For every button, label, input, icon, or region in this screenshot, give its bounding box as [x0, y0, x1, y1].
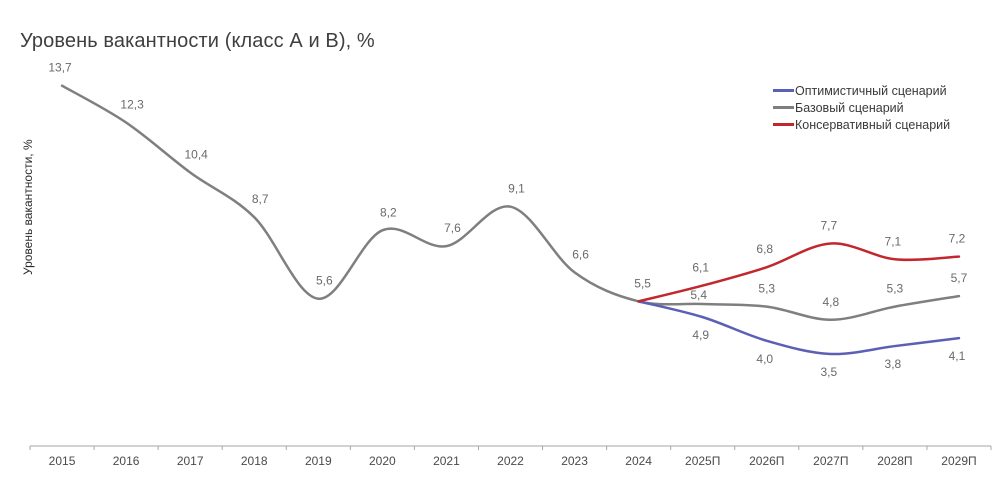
x-tick-label: 2018 — [241, 454, 268, 468]
chart-title: Уровень вакантности (класс А и В), % — [20, 30, 375, 52]
data-label-base: 8,7 — [252, 192, 269, 206]
data-label-conservative: 6,1 — [692, 261, 709, 275]
series-line-optimistic — [637, 300, 961, 356]
legend-item-conservative: Консервативный сценарий — [773, 116, 950, 133]
x-tick-label: 2026П — [749, 454, 784, 468]
data-label-base: 5,4 — [690, 288, 707, 302]
data-label-base: 9,1 — [508, 182, 525, 196]
data-label-base: 7,6 — [444, 221, 461, 235]
data-label-optimistic: 4,0 — [756, 352, 773, 366]
x-tick-label: 2024 — [625, 454, 652, 468]
data-label-optimistic: 4,1 — [949, 349, 966, 363]
x-tick-label: 2023 — [561, 454, 588, 468]
data-label-base: 5,3 — [758, 282, 775, 296]
x-tick-label: 2025П — [685, 454, 720, 468]
series-line-conservative — [637, 242, 961, 303]
data-label-optimistic: 3,8 — [885, 357, 902, 371]
data-label-base: 5,5 — [634, 276, 651, 290]
data-label-optimistic: 4,9 — [692, 328, 709, 342]
legend-label-optimistic: Оптимистичный сценарий — [795, 83, 947, 98]
data-labels: 4,9 4,0 3,5 3,8 4,1 13,7 12,3 10,4 8,7 5,6 8,2 7,6 9… — [48, 61, 967, 379]
data-label-conservative: 6,8 — [756, 242, 773, 256]
legend-swatch-base — [773, 106, 794, 109]
x-tick-label: 2021 — [433, 454, 460, 468]
data-label-conservative: 7,7 — [820, 218, 837, 232]
data-label-conservative: 7,1 — [885, 234, 902, 248]
series-line-base — [60, 84, 961, 322]
x-tick-label: 2020 — [369, 454, 396, 468]
x-tick-label: 2029П — [941, 454, 976, 468]
x-tick-label: 2016 — [113, 454, 140, 468]
legend-label-base: Базовый сценарий — [795, 100, 904, 115]
legend-item-base: Базовый сценарий — [773, 99, 950, 116]
data-label-base: 4,8 — [822, 295, 839, 309]
data-label-base: 5,3 — [887, 282, 904, 296]
x-tick-label: 2015 — [49, 454, 76, 468]
data-label-base: 10,4 — [184, 147, 208, 161]
legend-swatch-conservative — [773, 123, 794, 126]
x-tick-label: 2017 — [177, 454, 204, 468]
x-tick-label: 2022 — [497, 454, 524, 468]
series-lines — [60, 84, 961, 356]
data-label-base: 6,6 — [572, 247, 589, 261]
x-tick-label: 2019 — [305, 454, 332, 468]
data-label-base: 12,3 — [120, 98, 144, 112]
x-tick-label: 2028П — [877, 454, 912, 468]
legend-item-optimistic: Оптимистичный сценарий — [773, 82, 950, 99]
data-label-base: 8,2 — [380, 205, 397, 219]
data-label-optimistic: 3,5 — [820, 365, 837, 379]
legend-swatch-optimistic — [773, 89, 794, 92]
x-tick-label: 2027П — [813, 454, 848, 468]
data-label-conservative: 7,2 — [949, 232, 966, 246]
legend-label-conservative: Консервативный сценарий — [795, 117, 951, 132]
x-axis: 2015 2016 2017 2018 2019 2020 2021 2022 2023 2024… — [29, 445, 992, 468]
data-label-base: 13,7 — [48, 61, 72, 75]
y-axis-label: Уровень вакантности, % — [21, 139, 35, 275]
legend: Оптимистичный сценарий Базовый сценарий … — [773, 82, 950, 133]
data-label-base: 5,6 — [316, 274, 333, 288]
data-label-base: 5,7 — [951, 271, 968, 285]
